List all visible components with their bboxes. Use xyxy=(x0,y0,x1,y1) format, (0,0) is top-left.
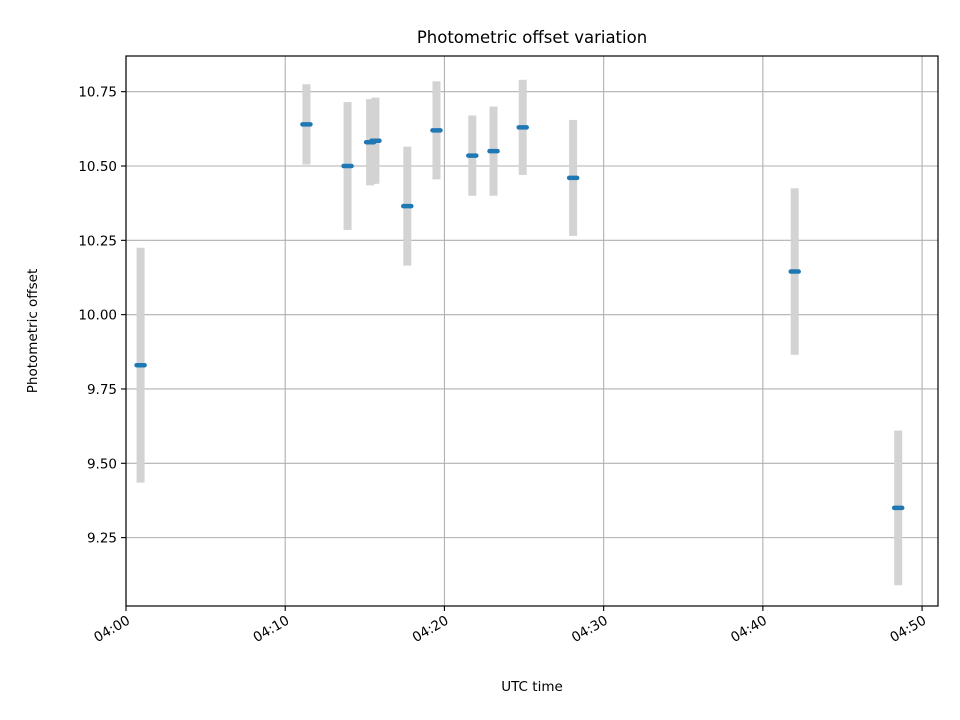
plot-area-frame xyxy=(125,55,939,607)
y-axis-ticks: 9.25 9.50 9.75 10.00 10.25 10.50 10.75 xyxy=(78,85,126,547)
y-tick-label: 9.50 xyxy=(87,456,117,472)
data-markers xyxy=(134,122,905,511)
grid xyxy=(125,56,938,606)
y-axis-label: Photometric offset xyxy=(25,269,41,393)
y-tick-label: 10.50 xyxy=(78,159,117,175)
y-tick-label: 10.00 xyxy=(78,308,117,324)
x-axis-label: UTC time xyxy=(501,679,563,695)
chart-title: Photometric offset variation xyxy=(417,28,647,47)
y-tick-label: 9.75 xyxy=(87,382,117,398)
y-tick-label: 9.25 xyxy=(87,531,117,547)
y-tick-label: 10.75 xyxy=(78,85,117,101)
y-tick-label: 10.25 xyxy=(78,233,117,249)
